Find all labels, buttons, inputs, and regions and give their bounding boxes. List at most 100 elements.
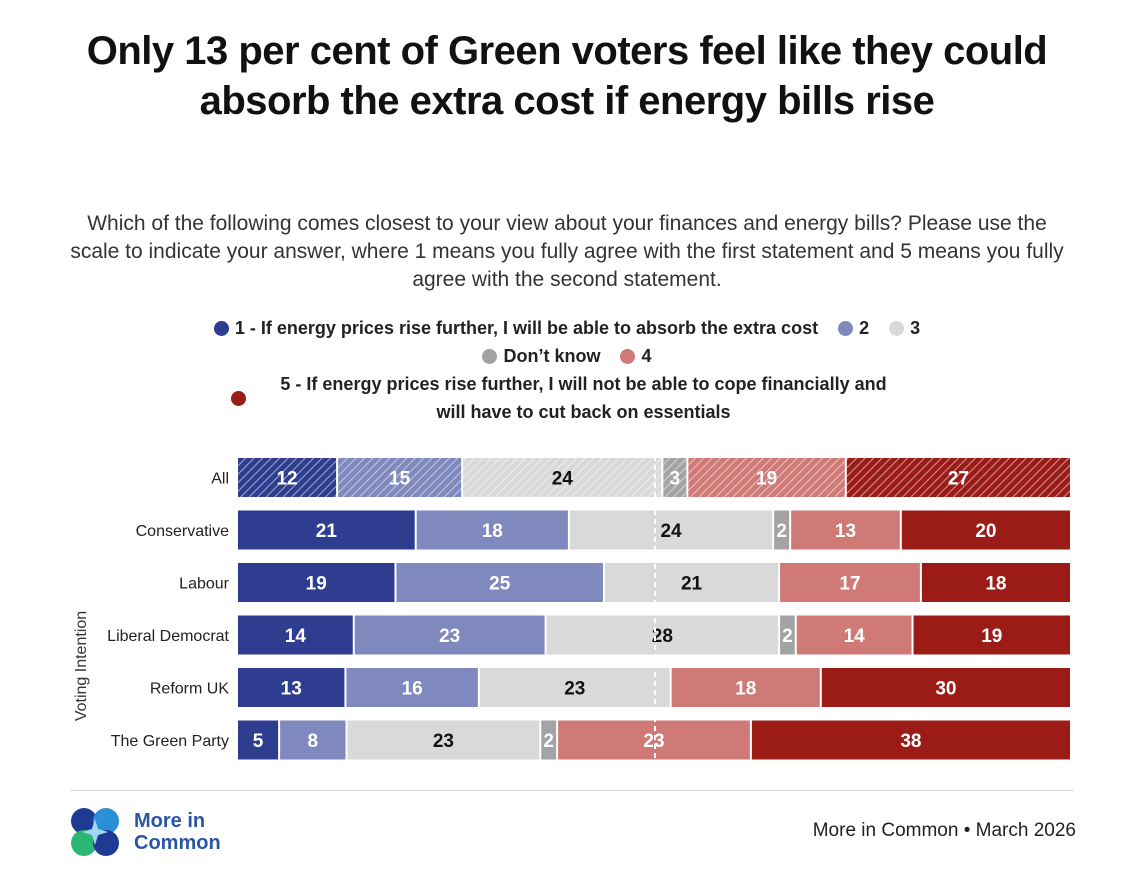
bar-value-label: 24 <box>552 469 574 490</box>
legend-item-3: 3 <box>889 314 920 342</box>
category-label: Conservative <box>136 523 229 540</box>
legend-swatch-2 <box>838 320 854 336</box>
category-label: The Green Party <box>111 733 229 750</box>
legend-item-5: 5 - If energy prices rise further, I wil… <box>60 370 1074 426</box>
bar-segment-dk <box>780 615 795 655</box>
bar-segment-s3 <box>569 510 773 550</box>
legend: 1 - If energy prices rise further, I wil… <box>60 314 1074 426</box>
stacked-bar-chart: Voting Intention 12 15 24 3 19 27 21 18 24 2 13 20 1… <box>73 456 1070 762</box>
legend-swatch-5 <box>230 390 246 406</box>
legend-swatch-3 <box>889 320 905 336</box>
category-label: Labour <box>179 576 229 593</box>
bar-value-label: 20 <box>975 521 996 542</box>
bar-segment-s3 <box>604 563 779 602</box>
bar-value-label: 23 <box>643 731 664 752</box>
category-label: Reform UK <box>150 681 229 698</box>
bar-value-label: 2 <box>782 626 793 647</box>
bar-segment-s2 <box>396 563 603 602</box>
logo-flower-icon <box>71 808 119 856</box>
bar-segment-s4 <box>796 615 912 655</box>
category-label: Liberal Democrat <box>107 628 229 645</box>
bar-hatch-overlay <box>663 458 687 497</box>
logo-text: More in Common <box>134 810 221 854</box>
bar-value-label: 27 <box>948 469 969 490</box>
legend-label-1: 1 - If energy prices rise further, I wil… <box>234 318 819 338</box>
logo-line-2: Common <box>134 832 221 854</box>
bar-value-label: 12 <box>276 469 297 490</box>
bar-value-label: 19 <box>756 469 777 490</box>
bar-segment-s3 <box>479 668 670 707</box>
bar-segment-s2 <box>416 510 568 550</box>
bar-segment-dk <box>774 510 790 550</box>
footer-divider <box>70 790 1074 791</box>
bar-value-label: 30 <box>935 679 956 700</box>
bar-segment-s2 <box>354 615 545 655</box>
bar-segment-s5 <box>921 563 1070 602</box>
legend-item-4: 4 <box>620 342 652 370</box>
category-label: All <box>211 471 229 488</box>
bar-value-label: 21 <box>316 521 338 542</box>
bar-value-label: 16 <box>402 679 423 700</box>
bar-value-label: 2 <box>776 521 787 542</box>
legend-label-dk: Don’t know <box>503 346 601 366</box>
bar-hatch-overlay <box>463 458 662 497</box>
bar-value-label: 23 <box>564 679 585 700</box>
bar-value-label: 14 <box>285 626 307 647</box>
legend-row-2: Don’t know 4 <box>60 342 1074 370</box>
logo-line-1: More in <box>134 810 206 832</box>
bar-segment-s4 <box>780 563 920 602</box>
bar-segment-s3 <box>347 720 540 760</box>
legend-row-1: 1 - If energy prices rise further, I wil… <box>60 314 1074 342</box>
bar-segment-dk <box>541 720 557 760</box>
legend-label-5: 5 - If energy prices rise further, I wil… <box>280 374 887 422</box>
bar-segment-s1 <box>238 510 415 550</box>
bar-segment-s5 <box>913 615 1070 655</box>
bar-value-label: 18 <box>735 679 756 700</box>
bar-value-label: 13 <box>835 521 856 542</box>
bar-value-label: 8 <box>308 731 319 752</box>
legend-label-2: 2 <box>859 318 870 338</box>
bar-value-label: 17 <box>839 574 860 595</box>
y-axis-label: Voting Intention <box>73 611 90 721</box>
bar-segment-s3 <box>546 615 779 655</box>
source-note: More in Common • March 2026 <box>812 820 1076 841</box>
bar-segment-s2 <box>280 720 346 760</box>
legend-label-4: 4 <box>641 346 652 366</box>
bar-hatch-overlay <box>338 458 462 497</box>
legend-swatch-4 <box>620 348 636 364</box>
bar-segment-s1 <box>238 615 353 655</box>
bar-value-label: 19 <box>306 574 327 595</box>
category-labels: All Conservative Labour Liberal Democrat Ref… <box>107 471 229 751</box>
bar-segment-s1 <box>238 668 345 707</box>
bar-segment-s5 <box>901 510 1070 550</box>
bar-value-label: 38 <box>900 731 921 752</box>
bar-segment-s1 <box>238 563 395 602</box>
bar-value-label: 28 <box>652 626 673 647</box>
bar-value-label: 18 <box>985 574 1006 595</box>
bar-value-label: 15 <box>389 469 411 490</box>
bar-value-label: 18 <box>482 521 503 542</box>
bar-hatch-overlay <box>846 458 1070 497</box>
bar-value-label: 2 <box>543 731 554 752</box>
legend-label-3: 3 <box>910 318 921 338</box>
legend-item-1: 1 - If energy prices rise further, I wil… <box>213 314 819 342</box>
bar-segment-s1 <box>238 720 279 760</box>
bar-value-label: 13 <box>281 679 302 700</box>
bar-segment-s5 <box>821 668 1070 707</box>
legend-swatch-dk <box>482 348 498 364</box>
bar-value-label: 5 <box>253 731 264 752</box>
bar-value-label: 19 <box>981 626 1002 647</box>
bar-value-label: 3 <box>670 469 681 490</box>
chart-subtitle: Which of the following comes closest to … <box>70 212 1064 291</box>
bar-segment-s5 <box>751 720 1070 760</box>
logo: More in Common <box>68 805 221 859</box>
legend-item-2: 2 <box>838 314 869 342</box>
bar-value-label: 14 <box>844 626 866 647</box>
bar-value-label: 23 <box>433 731 454 752</box>
chart-title: Only 13 per cent of Green voters feel li… <box>86 29 1048 123</box>
bar-segment-s4 <box>791 510 900 550</box>
bar-value-label: 24 <box>660 521 682 542</box>
bar-hatch-overlay <box>688 458 845 497</box>
bar-value-label: 21 <box>681 574 703 595</box>
